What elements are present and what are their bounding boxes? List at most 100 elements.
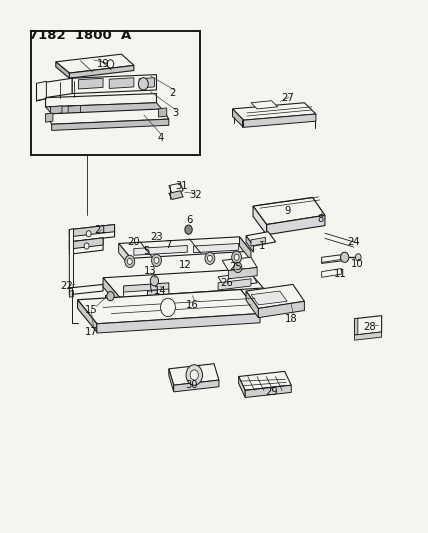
Polygon shape bbox=[244, 114, 316, 127]
Polygon shape bbox=[245, 385, 291, 398]
Polygon shape bbox=[45, 109, 169, 124]
Text: 14: 14 bbox=[154, 286, 167, 296]
Polygon shape bbox=[169, 364, 219, 385]
Polygon shape bbox=[232, 109, 244, 127]
Text: 19: 19 bbox=[97, 59, 110, 69]
Polygon shape bbox=[69, 224, 115, 242]
Polygon shape bbox=[251, 237, 265, 246]
Text: 28: 28 bbox=[363, 322, 376, 332]
Polygon shape bbox=[103, 278, 119, 306]
Polygon shape bbox=[78, 78, 103, 89]
Text: 26: 26 bbox=[220, 278, 233, 288]
Text: 5: 5 bbox=[143, 246, 149, 256]
Polygon shape bbox=[218, 279, 251, 290]
Text: 24: 24 bbox=[348, 237, 360, 247]
Polygon shape bbox=[229, 268, 257, 279]
Text: 29: 29 bbox=[265, 387, 278, 397]
Polygon shape bbox=[232, 103, 316, 120]
Text: 2: 2 bbox=[170, 87, 176, 98]
Polygon shape bbox=[69, 238, 103, 254]
Polygon shape bbox=[97, 313, 260, 333]
Text: 3: 3 bbox=[172, 108, 178, 118]
Polygon shape bbox=[45, 113, 53, 122]
Polygon shape bbox=[246, 291, 259, 318]
Polygon shape bbox=[174, 380, 219, 392]
Polygon shape bbox=[52, 119, 169, 131]
Polygon shape bbox=[240, 237, 251, 260]
Polygon shape bbox=[77, 300, 97, 332]
Polygon shape bbox=[158, 108, 167, 117]
Circle shape bbox=[127, 259, 132, 264]
Text: 4: 4 bbox=[158, 133, 164, 142]
Polygon shape bbox=[119, 237, 251, 259]
Text: 8: 8 bbox=[318, 214, 324, 224]
Polygon shape bbox=[69, 238, 103, 249]
Polygon shape bbox=[119, 244, 131, 268]
Polygon shape bbox=[103, 269, 263, 297]
Polygon shape bbox=[267, 215, 325, 235]
Polygon shape bbox=[239, 376, 245, 398]
Circle shape bbox=[160, 298, 175, 317]
Polygon shape bbox=[222, 257, 257, 271]
Polygon shape bbox=[322, 269, 342, 277]
Polygon shape bbox=[36, 81, 46, 101]
Polygon shape bbox=[68, 106, 80, 114]
Polygon shape bbox=[147, 290, 158, 296]
Circle shape bbox=[152, 254, 161, 266]
Circle shape bbox=[355, 254, 361, 261]
Polygon shape bbox=[124, 289, 169, 301]
Polygon shape bbox=[169, 183, 183, 193]
Polygon shape bbox=[239, 372, 291, 390]
Polygon shape bbox=[322, 254, 345, 263]
Text: 16: 16 bbox=[186, 300, 199, 310]
Circle shape bbox=[86, 231, 91, 237]
Circle shape bbox=[341, 252, 349, 262]
Circle shape bbox=[185, 225, 192, 235]
Polygon shape bbox=[105, 295, 109, 304]
Text: 22: 22 bbox=[60, 281, 73, 291]
Polygon shape bbox=[253, 206, 267, 235]
Text: 12: 12 bbox=[179, 261, 192, 270]
Text: 9: 9 bbox=[285, 206, 291, 216]
Polygon shape bbox=[246, 285, 304, 309]
Polygon shape bbox=[139, 78, 155, 88]
Text: 11: 11 bbox=[334, 269, 347, 279]
Text: 23: 23 bbox=[150, 232, 163, 242]
Polygon shape bbox=[193, 244, 239, 253]
Text: 20: 20 bbox=[128, 237, 140, 247]
Text: 1: 1 bbox=[259, 241, 266, 251]
Text: 25: 25 bbox=[229, 262, 242, 271]
Circle shape bbox=[154, 257, 159, 263]
Polygon shape bbox=[354, 318, 358, 335]
Circle shape bbox=[205, 252, 215, 264]
Polygon shape bbox=[69, 224, 115, 237]
Polygon shape bbox=[251, 291, 287, 305]
Polygon shape bbox=[246, 232, 276, 246]
Polygon shape bbox=[56, 62, 69, 78]
Circle shape bbox=[107, 60, 114, 68]
Text: 21: 21 bbox=[95, 224, 107, 235]
Circle shape bbox=[84, 243, 89, 249]
Polygon shape bbox=[69, 290, 74, 297]
Circle shape bbox=[138, 78, 148, 90]
Polygon shape bbox=[251, 101, 278, 109]
Text: 15: 15 bbox=[85, 305, 98, 315]
Polygon shape bbox=[45, 78, 72, 98]
Circle shape bbox=[234, 262, 242, 273]
Circle shape bbox=[232, 251, 241, 263]
Polygon shape bbox=[45, 103, 163, 114]
Polygon shape bbox=[56, 54, 134, 73]
Text: 10: 10 bbox=[351, 259, 363, 269]
Polygon shape bbox=[51, 106, 62, 114]
Polygon shape bbox=[69, 285, 103, 295]
Circle shape bbox=[150, 276, 158, 286]
Polygon shape bbox=[69, 66, 134, 78]
Polygon shape bbox=[77, 289, 260, 324]
Text: 31: 31 bbox=[175, 181, 187, 191]
Circle shape bbox=[234, 254, 239, 260]
Polygon shape bbox=[124, 283, 169, 295]
Circle shape bbox=[107, 292, 114, 301]
Circle shape bbox=[208, 255, 212, 261]
Text: 17: 17 bbox=[85, 327, 98, 337]
Text: 13: 13 bbox=[144, 265, 157, 276]
